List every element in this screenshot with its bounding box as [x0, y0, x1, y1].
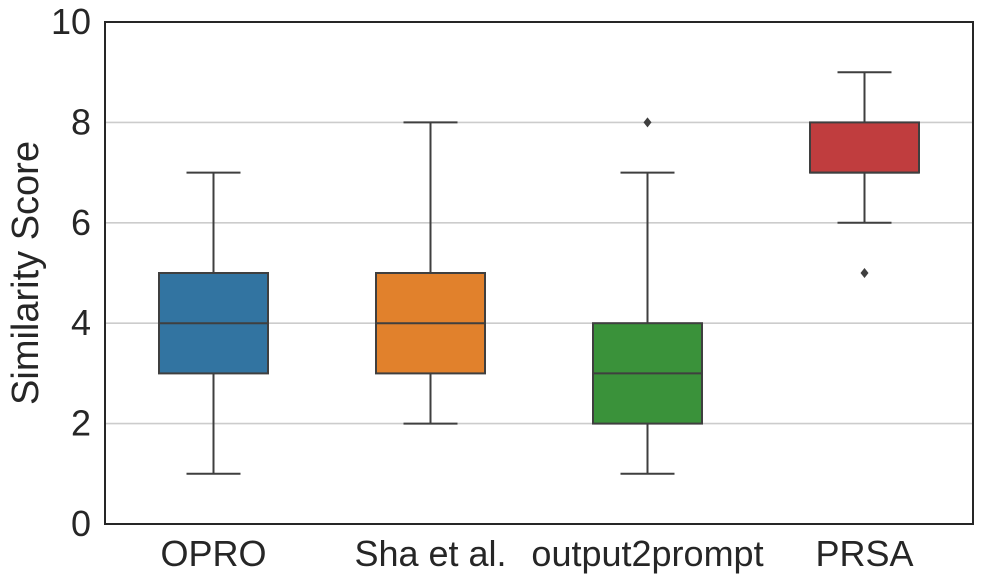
outlier-point	[860, 268, 869, 278]
x-tick-labels: OPRO Sha et al. output2prompt PRSA	[160, 533, 913, 574]
y-axis-label: Similarity Score	[5, 141, 47, 405]
box-body	[809, 121, 920, 174]
box-group-1	[375, 121, 486, 425]
y-tick-label-8: 8	[71, 101, 91, 142]
x-tick-label-0: OPRO	[160, 533, 266, 574]
outlier-point	[643, 117, 652, 128]
y-tick-label-6: 6	[71, 202, 91, 243]
y-tick-label-0: 0	[71, 503, 91, 544]
x-tick-label-3: PRSA	[815, 533, 913, 574]
box-group-0	[158, 171, 269, 475]
y-tick-label-10: 10	[51, 1, 91, 42]
x-tick-label-2: output2prompt	[531, 533, 763, 574]
boxes	[158, 71, 920, 475]
box-group-2	[592, 117, 703, 475]
x-tick-label-1: Sha et al.	[354, 533, 506, 574]
plot-frame	[104, 21, 974, 525]
y-tick-labels: 0 2 4 6 8 10	[51, 1, 91, 544]
y-tick-label-2: 2	[71, 403, 91, 444]
box-group-3	[809, 71, 920, 278]
y-tick-label-4: 4	[71, 302, 91, 343]
